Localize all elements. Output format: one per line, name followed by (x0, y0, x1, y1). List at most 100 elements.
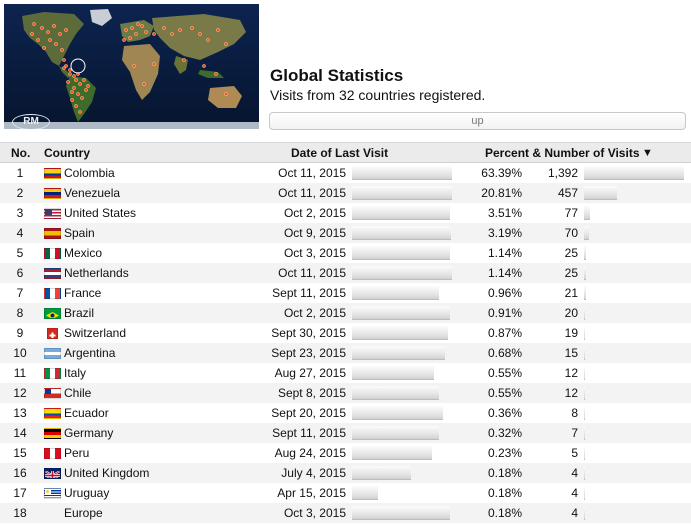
column-header-no[interactable]: No. (11, 146, 31, 160)
visit-location-dots (30, 22, 228, 114)
country-name[interactable]: France (64, 286, 102, 300)
none-flag-icon (44, 508, 61, 519)
visit-count-bar (584, 406, 585, 420)
last-visit-date: Oct 11, 2015 (278, 166, 346, 180)
visit-location-dot (78, 82, 82, 86)
country-name[interactable]: Argentina (64, 346, 116, 360)
row-number: 2 (16, 186, 24, 200)
country-name[interactable]: Venezuela (64, 186, 121, 200)
visit-count-bar (584, 306, 585, 320)
last-visit-date: Oct 2, 2015 (283, 206, 346, 220)
table-row: 7 France Sept 11, 2015 0.96% 21 (0, 283, 691, 303)
visit-count-bar (584, 346, 585, 360)
last-visit-recency-bar (352, 346, 445, 360)
africa-landmass (122, 44, 160, 100)
country-name[interactable]: Uruguay (64, 486, 110, 500)
last-visit-date: Sept 8, 2015 (277, 386, 346, 400)
visit-count: 12 (564, 386, 578, 400)
visit-percent: 0.55% (487, 366, 522, 380)
visit-location-dot (68, 68, 72, 72)
country-name[interactable]: Peru (64, 446, 90, 460)
last-visit-recency-bar (352, 326, 448, 340)
visit-location-dot (58, 32, 62, 36)
visit-count-bar (584, 266, 586, 280)
visit-count: 4 (571, 486, 578, 500)
spain-flag-icon (44, 228, 61, 239)
last-visit-date: Sept 20, 2015 (271, 406, 346, 420)
table-row: 14 Germany Sept 11, 2015 0.32% 7 (0, 423, 691, 443)
visit-location-dot (162, 26, 166, 30)
australia-landmass (208, 86, 242, 108)
brazil-flag-icon (44, 308, 61, 319)
visit-location-dot (224, 92, 228, 96)
country-name[interactable]: Italy (64, 366, 87, 380)
row-number: 14 (13, 426, 27, 440)
column-header-percent-visits[interactable]: Percent & Number of Visits (485, 146, 640, 160)
rm-logo: RM (12, 114, 50, 129)
highlight-ring (70, 58, 86, 74)
visit-location-dot (134, 32, 138, 36)
visit-location-dot (64, 28, 68, 32)
last-visit-recency-bar (352, 486, 378, 500)
sort-desc-icon[interactable]: ▼ (642, 147, 653, 159)
country-name[interactable]: Ecuador (64, 406, 109, 420)
country-name[interactable]: Germany (64, 426, 114, 440)
table-row: 4 Spain Oct 9, 2015 3.19% 70 (0, 223, 691, 243)
visit-location-dot (80, 96, 84, 100)
visit-location-dot (70, 90, 74, 94)
country-name[interactable]: United States (64, 206, 137, 220)
visit-location-dot (54, 42, 58, 46)
visit-percent: 0.18% (487, 486, 522, 500)
visit-location-dot (52, 24, 56, 28)
country-name[interactable]: Brazil (64, 306, 95, 320)
row-number: 11 (13, 366, 27, 380)
world-visits-map[interactable]: RM (4, 4, 259, 129)
last-visit-recency-bar (352, 206, 450, 220)
visit-location-dot (216, 28, 220, 32)
visit-location-dot (68, 72, 72, 76)
column-header-country[interactable]: Country (44, 146, 90, 160)
visit-location-dot (30, 32, 34, 36)
germany-flag-icon (44, 428, 61, 439)
visit-location-dot (74, 104, 78, 108)
up-button[interactable]: up (269, 112, 686, 130)
table-row: 17 Uruguay Apr 15, 2015 0.18% 4 (0, 483, 691, 503)
table-row: 1 Colombia Oct 11, 2015 63.39% 1,392 (0, 163, 691, 183)
page-title: Global Statistics (270, 66, 404, 85)
chile-flag-icon (44, 388, 61, 399)
visit-percent: 0.23% (487, 446, 522, 460)
visit-location-dot (40, 26, 44, 30)
france-flag-icon (44, 288, 61, 299)
visit-count-bar (584, 466, 585, 480)
visit-count: 77 (564, 206, 578, 220)
last-visit-recency-bar (352, 366, 434, 380)
country-name[interactable]: Netherlands (64, 266, 129, 280)
country-name[interactable]: Mexico (64, 246, 103, 260)
row-number: 10 (13, 346, 27, 360)
visit-count: 20 (564, 306, 578, 320)
visit-location-dot (198, 32, 202, 36)
visit-count-bar (584, 206, 590, 220)
country-name[interactable]: Spain (64, 226, 95, 240)
country-name[interactable]: Switzerland (64, 326, 127, 340)
visit-location-dot (190, 26, 194, 30)
last-visit-date: Sept 11, 2015 (272, 426, 346, 440)
last-visit-date: Oct 11, 2015 (278, 266, 346, 280)
asia-landmass (152, 14, 246, 60)
country-name[interactable]: United Kingdom (64, 466, 150, 480)
table-row: 9 Switzerland Sept 30, 2015 0.87% 19 (0, 323, 691, 343)
visit-location-dot (132, 64, 136, 68)
last-visit-recency-bar (352, 186, 452, 200)
row-number: 15 (13, 446, 27, 460)
country-name[interactable]: Colombia (64, 166, 115, 180)
column-header-date[interactable]: Date of Last Visit (291, 146, 389, 160)
country-name[interactable]: Chile (64, 386, 92, 400)
visit-location-dot (72, 86, 76, 90)
visit-count-bar (584, 446, 585, 460)
visit-percent: 0.55% (487, 386, 522, 400)
visit-location-dot (36, 38, 40, 42)
visit-count: 8 (571, 406, 578, 420)
country-name[interactable]: Europe (64, 506, 103, 520)
visit-location-dot (84, 88, 88, 92)
visit-location-dot (60, 48, 64, 52)
